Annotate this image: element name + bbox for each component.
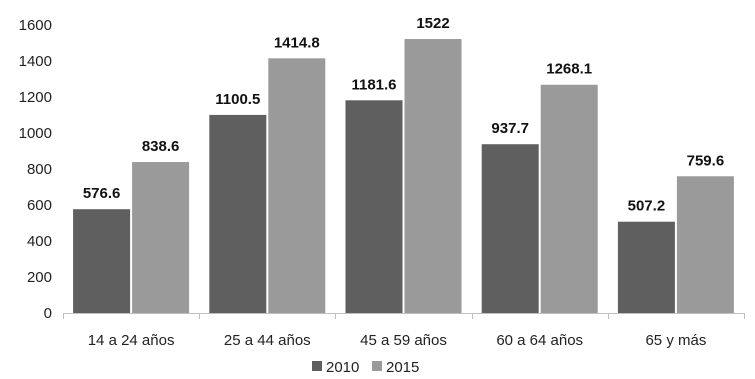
legend-swatch-2015: [372, 361, 382, 371]
legend-label-2015: 2015: [386, 359, 419, 376]
data-label-2015: 759.6: [687, 152, 725, 169]
data-label-2010: 576.6: [83, 185, 121, 202]
x-category-label: 25 a 44 años: [224, 332, 311, 349]
bars: [73, 39, 734, 313]
x-category-label: 14 a 24 años: [88, 332, 175, 349]
y-tick-label: 1600: [19, 17, 52, 34]
x-category-label: 65 y más: [645, 332, 706, 349]
data-label-2010: 1100.5: [215, 91, 260, 108]
bar-2010: [345, 100, 403, 313]
y-tick-label: 1000: [19, 125, 52, 142]
y-tick-label: 200: [27, 269, 52, 286]
x-category-label: 60 a 64 años: [496, 332, 583, 349]
data-label-2015: 1522: [416, 15, 449, 32]
data-label-2015: 838.6: [142, 138, 180, 155]
bar-2010: [481, 144, 539, 313]
x-axis: 14 a 24 años 25 a 44 años 45 a 59 años 60 a…: [63, 313, 745, 349]
y-axis: 0 200 400 600 800 1000 1200 1400 1600: [19, 17, 52, 322]
data-label-2010: 937.7: [491, 120, 529, 137]
bar-2010: [617, 221, 675, 313]
legend-swatch-2010: [312, 361, 322, 371]
y-tick-label: 600: [27, 197, 52, 214]
data-label-2015: 1268.1: [546, 61, 592, 78]
y-tick-label: 1200: [19, 89, 52, 106]
bar-2015: [132, 162, 190, 313]
bar-2015: [676, 176, 734, 313]
data-label-2010: 507.2: [628, 198, 666, 215]
x-category-label: 45 a 59 años: [360, 332, 447, 349]
bar-2010: [73, 209, 131, 313]
legend-label-2010: 2010: [326, 359, 359, 376]
data-label-2010: 1181.6: [351, 76, 396, 93]
bar-2015: [404, 39, 462, 313]
data-labels: 576.6 838.6 1100.5 1414.8 1181.6 1522 937.7 126…: [83, 15, 724, 215]
bar-2015: [540, 84, 598, 313]
y-tick-label: 400: [27, 233, 52, 250]
data-label-2015: 1414.8: [274, 34, 320, 51]
y-tick-label: 0: [44, 305, 52, 322]
y-tick-label: 1400: [19, 53, 52, 70]
bar-2010: [209, 114, 267, 313]
legend: 2010 2015: [312, 359, 419, 376]
y-tick-label: 800: [27, 161, 52, 178]
bar-2015: [268, 58, 326, 313]
